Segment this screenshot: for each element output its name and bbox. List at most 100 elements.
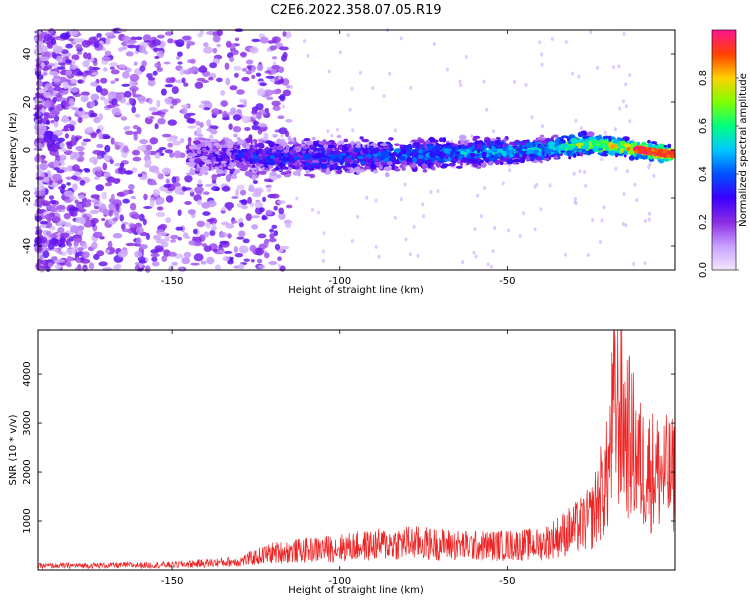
spectrogram-cell	[187, 152, 193, 156]
spectrogram-cell	[457, 140, 461, 145]
spectrogram-cell	[197, 137, 206, 141]
spectrogram-cell	[212, 35, 221, 43]
spectrogram-cell	[121, 83, 130, 87]
spectrogram-cell	[413, 143, 419, 147]
spectrogram-cell	[244, 170, 253, 177]
spectrogram-cell	[92, 231, 103, 238]
spectrogram-cell	[617, 64, 621, 69]
spectrogram-cell	[346, 33, 350, 38]
spectrogram-cell	[359, 169, 365, 173]
spectrogram-cell	[292, 171, 299, 176]
spectrogram-cell	[100, 88, 109, 96]
spectrogram-cell	[383, 146, 391, 150]
spectrogram-cell	[40, 62, 46, 68]
spectrogram-cell	[74, 199, 79, 204]
spectrogram-cell	[392, 151, 397, 157]
spectrogram-cell	[100, 77, 108, 84]
spectrogram-cell	[393, 168, 401, 172]
spectrogram-cell	[350, 239, 354, 243]
spectrogram-cell	[78, 195, 85, 200]
spectrogram-cell	[48, 71, 59, 76]
spectrogram-cell	[49, 234, 58, 238]
spectrogram-cell	[539, 160, 543, 164]
spectrogram-cell	[248, 134, 253, 141]
spectrogram-cell	[282, 31, 287, 37]
spectrogram-cell	[53, 78, 61, 83]
spectrogram-cell	[179, 138, 185, 143]
spectrogram-cell	[190, 66, 199, 75]
spectrogram-cell	[132, 156, 142, 162]
spectrogram-cell	[242, 115, 251, 124]
spectrogram-cell	[577, 74, 581, 79]
spectrogram-cell	[295, 196, 299, 201]
spectrogram-cell	[608, 136, 612, 142]
spectrogram-cell	[103, 98, 109, 106]
spectrogram-cell	[44, 213, 55, 221]
spectrogram-cell	[245, 59, 254, 65]
spectrogram-cell	[389, 144, 393, 149]
snr-x-label: Height of straight line (km)	[288, 585, 424, 596]
spectrogram-cell	[356, 141, 361, 147]
spectrogram-cell	[155, 201, 161, 206]
spectrogram-cell	[612, 139, 620, 144]
spectrogram-cell	[401, 148, 407, 154]
spectrogram-cell	[555, 141, 559, 146]
spectrogram-cell	[538, 40, 542, 45]
spectrogram-cell	[44, 100, 52, 108]
spectrogram-cell	[89, 199, 99, 203]
spectrogram-cell	[53, 129, 63, 137]
spectrogram-cell	[224, 202, 234, 209]
spectrogram-cell	[42, 125, 47, 132]
chart-title: C2E6.2022.358.07.05.R19	[270, 3, 441, 18]
spectrogram-cell	[316, 210, 320, 215]
spectrogram-cell	[317, 144, 324, 148]
spectrogram-cell	[350, 86, 354, 91]
spectrogram-cell	[206, 128, 210, 132]
spectrogram-cell	[203, 140, 212, 143]
spectrogram-cell	[257, 233, 267, 239]
spectrogram-cell	[484, 139, 488, 143]
spectrogram-cell	[440, 165, 447, 169]
spectrogram-cell	[39, 255, 44, 260]
snr-y-ticks: 1000 2000 3000 4000	[22, 361, 675, 534]
spectrogram-cell	[285, 144, 290, 151]
spectrogram-cell	[199, 29, 204, 35]
spectrogram-cell	[263, 178, 272, 183]
spectrogram-cell	[667, 143, 672, 149]
spectrogram-cell	[643, 219, 647, 223]
spectrogram-cell	[233, 160, 240, 164]
spectrogram-cell	[597, 152, 603, 156]
spectrogram-cell	[187, 125, 197, 129]
spectrogram-cell	[324, 155, 330, 159]
spectrogram-cell	[84, 169, 91, 173]
spectrogram-cell	[57, 226, 65, 234]
spectrogram-cell	[622, 31, 626, 36]
spectrogram-cell	[70, 65, 77, 70]
spectrogram-cell	[79, 217, 87, 225]
spectrogram-cell	[530, 115, 534, 120]
spectrogram-cell	[286, 84, 291, 89]
spectrogram-cell	[53, 119, 59, 128]
spectrogram-cell	[80, 141, 88, 146]
spectrogram-cell	[277, 263, 281, 268]
spectrogram-cell	[188, 240, 196, 246]
spectrogram-cell	[138, 213, 145, 222]
spectrogram-cell	[172, 182, 181, 187]
spectrogram-cell	[60, 232, 70, 239]
spectrogram-cell	[77, 116, 83, 124]
spectrogram-cell	[104, 249, 111, 254]
spectrogram-cell	[71, 175, 78, 180]
spectrogram-cell	[241, 205, 248, 210]
spectrogram-cell	[181, 77, 186, 84]
spectrogram-cell	[106, 104, 116, 109]
spectrogram-cell	[223, 250, 233, 254]
spectrogram-cell	[276, 174, 282, 179]
spectrogram-cell	[125, 242, 136, 247]
spectrogram-cell	[114, 78, 120, 82]
spectrogram-cell	[268, 237, 277, 243]
spectrogram-cell	[211, 108, 221, 116]
spectrogram-cell	[293, 161, 301, 166]
snr-series-line	[37, 329, 676, 570]
spectrogram-cell	[508, 168, 512, 173]
spectrogram-cell	[170, 234, 179, 240]
